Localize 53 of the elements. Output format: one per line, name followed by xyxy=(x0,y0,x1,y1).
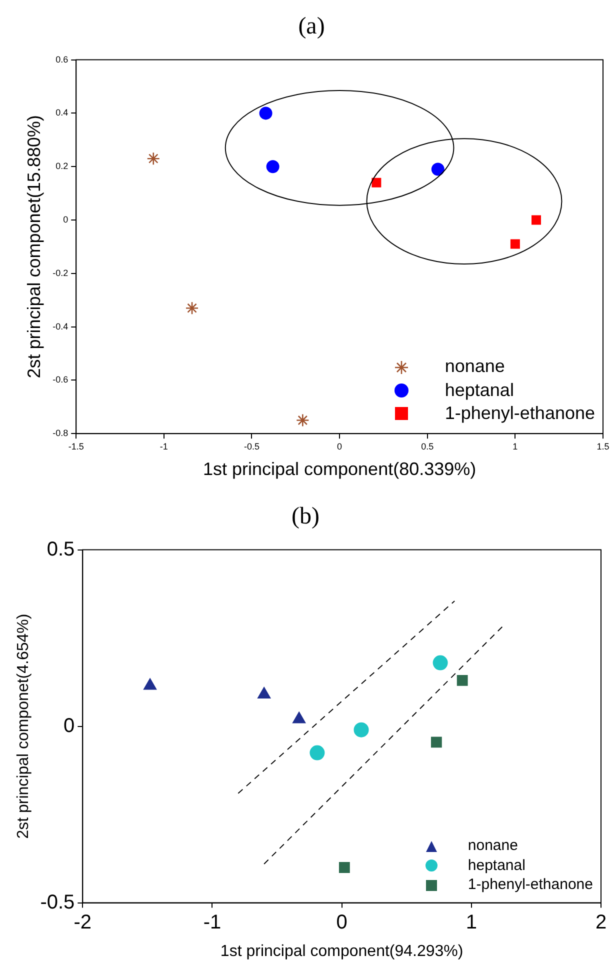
y-tick-label: -0.2 xyxy=(52,268,68,278)
legend-label: nonane xyxy=(444,355,505,378)
x-tick-label: 0 xyxy=(336,911,348,934)
point xyxy=(432,655,448,670)
x-tick-label: -1 xyxy=(160,441,168,452)
x-tick-label: 0.5 xyxy=(421,441,434,452)
y-tick-label: -0.6 xyxy=(52,374,68,385)
x-tick-label: 1.5 xyxy=(596,441,610,452)
x-tick-label: -2 xyxy=(74,911,92,934)
legend-label: 1-phenyl-ethanone xyxy=(468,875,593,895)
x-tick-label: -0.5 xyxy=(244,441,260,452)
y-tick-label: -0.4 xyxy=(52,321,68,332)
point xyxy=(372,178,382,188)
x-tick-label: 0 xyxy=(337,441,342,452)
point xyxy=(456,674,468,686)
point xyxy=(510,239,520,249)
x-tick-label: 1 xyxy=(466,911,477,934)
point xyxy=(431,162,444,176)
point xyxy=(292,712,306,724)
point xyxy=(258,687,271,699)
y-tick-label: 0.5 xyxy=(46,538,75,560)
point xyxy=(430,736,442,748)
x-tick-label: -1 xyxy=(203,911,222,934)
legend-label: nonane xyxy=(468,836,518,856)
x-tick-label: 2 xyxy=(595,911,607,934)
y-tick-label: -0.5 xyxy=(40,891,75,914)
y-axis-title: 2st principal componet(15.880%) xyxy=(24,115,44,378)
x-tick-label: 1 xyxy=(512,441,518,452)
y-tick-label: 0.4 xyxy=(56,108,68,118)
y-axis-title: 2st principal componet(4.654%) xyxy=(15,614,32,839)
legend-label: 1-phenyl-ethanone xyxy=(444,402,595,426)
y-tick-label: 0 xyxy=(63,214,68,224)
chart-title: (a) xyxy=(298,14,325,40)
legend-label: heptanal xyxy=(444,378,514,402)
x-axis-title: 1st principal component(80.339%) xyxy=(202,459,476,480)
point xyxy=(532,215,542,225)
legend-label: heptanal xyxy=(468,856,526,876)
chart-title: (b) xyxy=(292,504,320,530)
x-axis-title: 1st principal component(94.293%) xyxy=(220,942,464,960)
y-tick-label: 0.2 xyxy=(56,161,68,172)
point xyxy=(266,160,280,174)
y-tick-label: -0.8 xyxy=(52,428,68,438)
point xyxy=(296,414,310,427)
y-tick-label: 0 xyxy=(64,714,75,737)
point xyxy=(310,745,325,760)
point xyxy=(185,301,199,315)
point xyxy=(146,152,160,166)
x-tick-label: -1.5 xyxy=(68,441,84,452)
y-tick-label: 0.6 xyxy=(56,54,68,64)
point xyxy=(354,722,369,738)
point xyxy=(143,678,157,690)
point xyxy=(259,106,272,120)
point xyxy=(338,862,350,873)
